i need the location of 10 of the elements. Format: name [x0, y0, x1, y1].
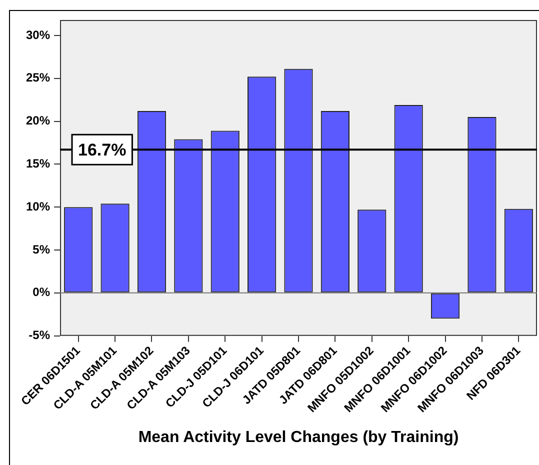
y-tick-label: 0%	[32, 285, 50, 300]
y-tick-label: 25%	[26, 70, 50, 85]
y-tick-label: 20%	[26, 114, 50, 128]
x-axis-title: Mean Activity Level Changes (by Training)	[138, 428, 459, 446]
y-tick-label: 10%	[26, 199, 50, 214]
y-tick-label: 30%	[26, 28, 50, 42]
y-tick-label: 15%	[26, 156, 50, 170]
ref-line-label: 16.7%	[78, 140, 126, 160]
y-tick-label: 5%	[32, 242, 50, 256]
y-tick-label: -5%	[28, 328, 50, 342]
